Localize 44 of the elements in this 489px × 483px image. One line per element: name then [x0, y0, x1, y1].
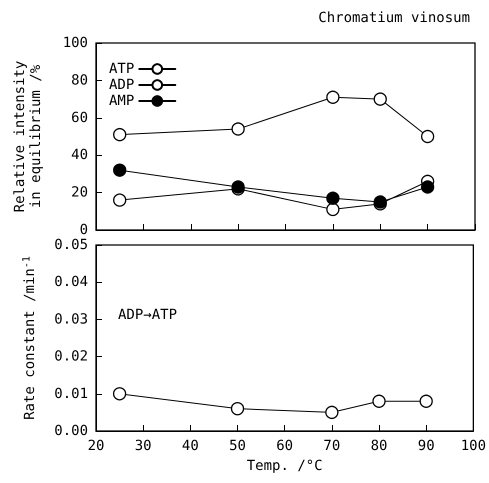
y-tick-label: 0.00: [54, 423, 88, 439]
legend-label: ATP: [108, 61, 134, 77]
point: [112, 387, 126, 400]
point: [231, 122, 245, 136]
y-tick-label: 0: [80, 222, 88, 238]
y-tick-label: 100: [62, 35, 88, 51]
y-tick-label: 80: [71, 72, 88, 88]
x-tick-label: 40: [182, 438, 199, 454]
point: [113, 193, 126, 207]
point: [326, 90, 340, 104]
y-tick-label: 40: [71, 147, 88, 164]
y-tick-label: 0.05: [54, 237, 88, 253]
x-tick-label: 80: [370, 438, 388, 454]
y-tick-label: 0.03: [54, 311, 88, 328]
x-axis-title: Temp. /°C: [246, 458, 323, 474]
x-tick-label: 50: [229, 438, 246, 454]
x-tick-label: 100: [460, 438, 486, 454]
point: [372, 394, 386, 408]
chart-title: Chromatium vinosum: [318, 10, 470, 26]
point: [420, 130, 434, 144]
point: [326, 192, 340, 205]
legend-label: AMP: [108, 93, 134, 109]
point: [113, 128, 126, 142]
point: [325, 406, 338, 420]
y-axis-title: Rate constant /min-1: [22, 256, 38, 420]
point: [230, 402, 244, 416]
annotation: ADP→ATP: [118, 307, 178, 323]
y-tick-label: 0.02: [54, 348, 88, 365]
point: [420, 394, 433, 408]
x-tick-label: 90: [418, 438, 435, 454]
y-tick-label: 20: [71, 184, 88, 201]
y-tick-label: 60: [71, 110, 88, 126]
x-tick-label: 30: [134, 438, 152, 454]
point: [420, 180, 434, 194]
point: [113, 164, 126, 177]
x-tick-label: 70: [323, 438, 340, 454]
x-tick-label: 60: [276, 438, 294, 454]
legend-label: ADP: [108, 77, 134, 93]
point: [326, 202, 340, 216]
point: [374, 92, 387, 106]
y-tick-label: 0.04: [54, 274, 88, 290]
x-tick-label: 20: [88, 438, 104, 454]
y-axis-title: Relative intensity in equilibrium /%: [12, 60, 44, 212]
y-tick-label: 0.01: [54, 386, 88, 402]
